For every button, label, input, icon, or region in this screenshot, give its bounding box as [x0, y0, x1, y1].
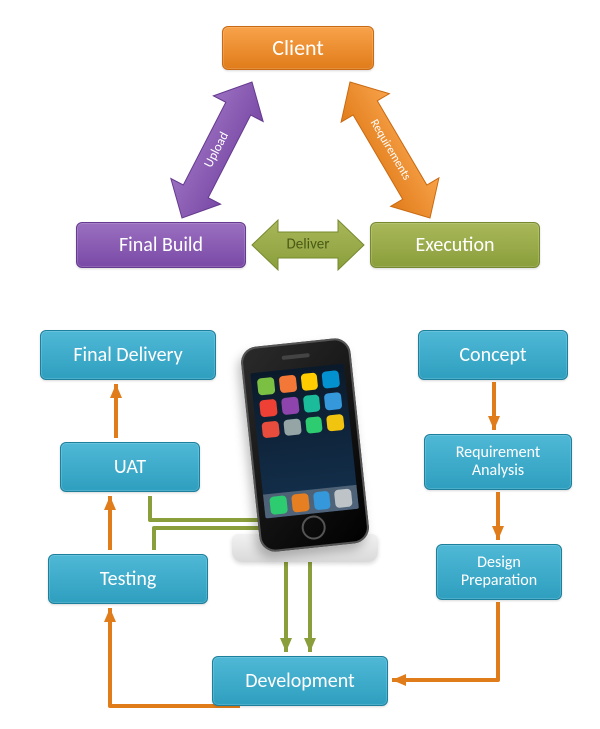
- phone-dock-app-icon: [334, 488, 353, 508]
- phone-app-icon: [305, 416, 323, 434]
- phone-app-icon: [283, 418, 301, 436]
- phone-apps-grid: [257, 370, 345, 438]
- phone-app-icon: [257, 377, 275, 395]
- big-arrow-label-requirements: Requirements: [367, 117, 414, 183]
- phone-app-icon: [261, 420, 279, 438]
- phone-app-icon: [326, 413, 344, 431]
- phone-app-icon: [324, 392, 342, 410]
- node-client: Client: [222, 26, 374, 70]
- diagram-canvas: Upload Requirements Deliver Client Final Bu…: [0, 0, 600, 729]
- node-development: Development: [212, 656, 388, 706]
- big-arrow-upload: Upload: [157, 69, 277, 231]
- phone-app-icon: [300, 372, 318, 390]
- big-arrow-label-upload: Upload: [201, 129, 232, 170]
- phone-dock-app-icon: [269, 495, 288, 515]
- phone-app-icon: [259, 399, 277, 417]
- node-testing: Testing: [48, 554, 208, 604]
- big-arrow-deliver: Deliver: [252, 220, 364, 270]
- phone-dock-app-icon: [291, 493, 310, 513]
- thin-arrow-designPrep-development: [392, 602, 498, 686]
- thin-arrow-testing-uat: [104, 496, 116, 550]
- node-finalBuild: Final Build: [76, 222, 246, 268]
- phone-body: [240, 337, 371, 553]
- phone-app-icon: [278, 375, 296, 393]
- big-arrow-label-deliver: Deliver: [287, 236, 330, 254]
- phone-app-icon: [322, 370, 340, 388]
- node-uat: UAT: [60, 442, 200, 492]
- phone-dockbar: [263, 485, 359, 519]
- phone-illustration: [240, 332, 370, 562]
- thin-arrow-uat-finalDelivery: [110, 384, 122, 438]
- thin-arrow-concept-reqAnalysis: [488, 382, 500, 430]
- phone-speaker: [282, 353, 310, 360]
- node-concept: Concept: [418, 330, 568, 380]
- thin-arrow-reqAnalysis-designPrep: [492, 492, 504, 540]
- phone-app-icon: [281, 396, 299, 414]
- node-designPrep: Design Preparation: [436, 544, 562, 600]
- phone-home-button: [300, 514, 326, 540]
- phone-app-icon: [302, 394, 320, 412]
- phone-dock-app-icon: [313, 491, 332, 511]
- phone-screen: [250, 364, 359, 519]
- node-reqAnalysis: Requirement Analysis: [424, 434, 572, 490]
- node-execution: Execution: [370, 222, 540, 268]
- big-arrow-requirements: Requirements: [326, 68, 454, 232]
- node-finalDelivery: Final Delivery: [40, 330, 216, 380]
